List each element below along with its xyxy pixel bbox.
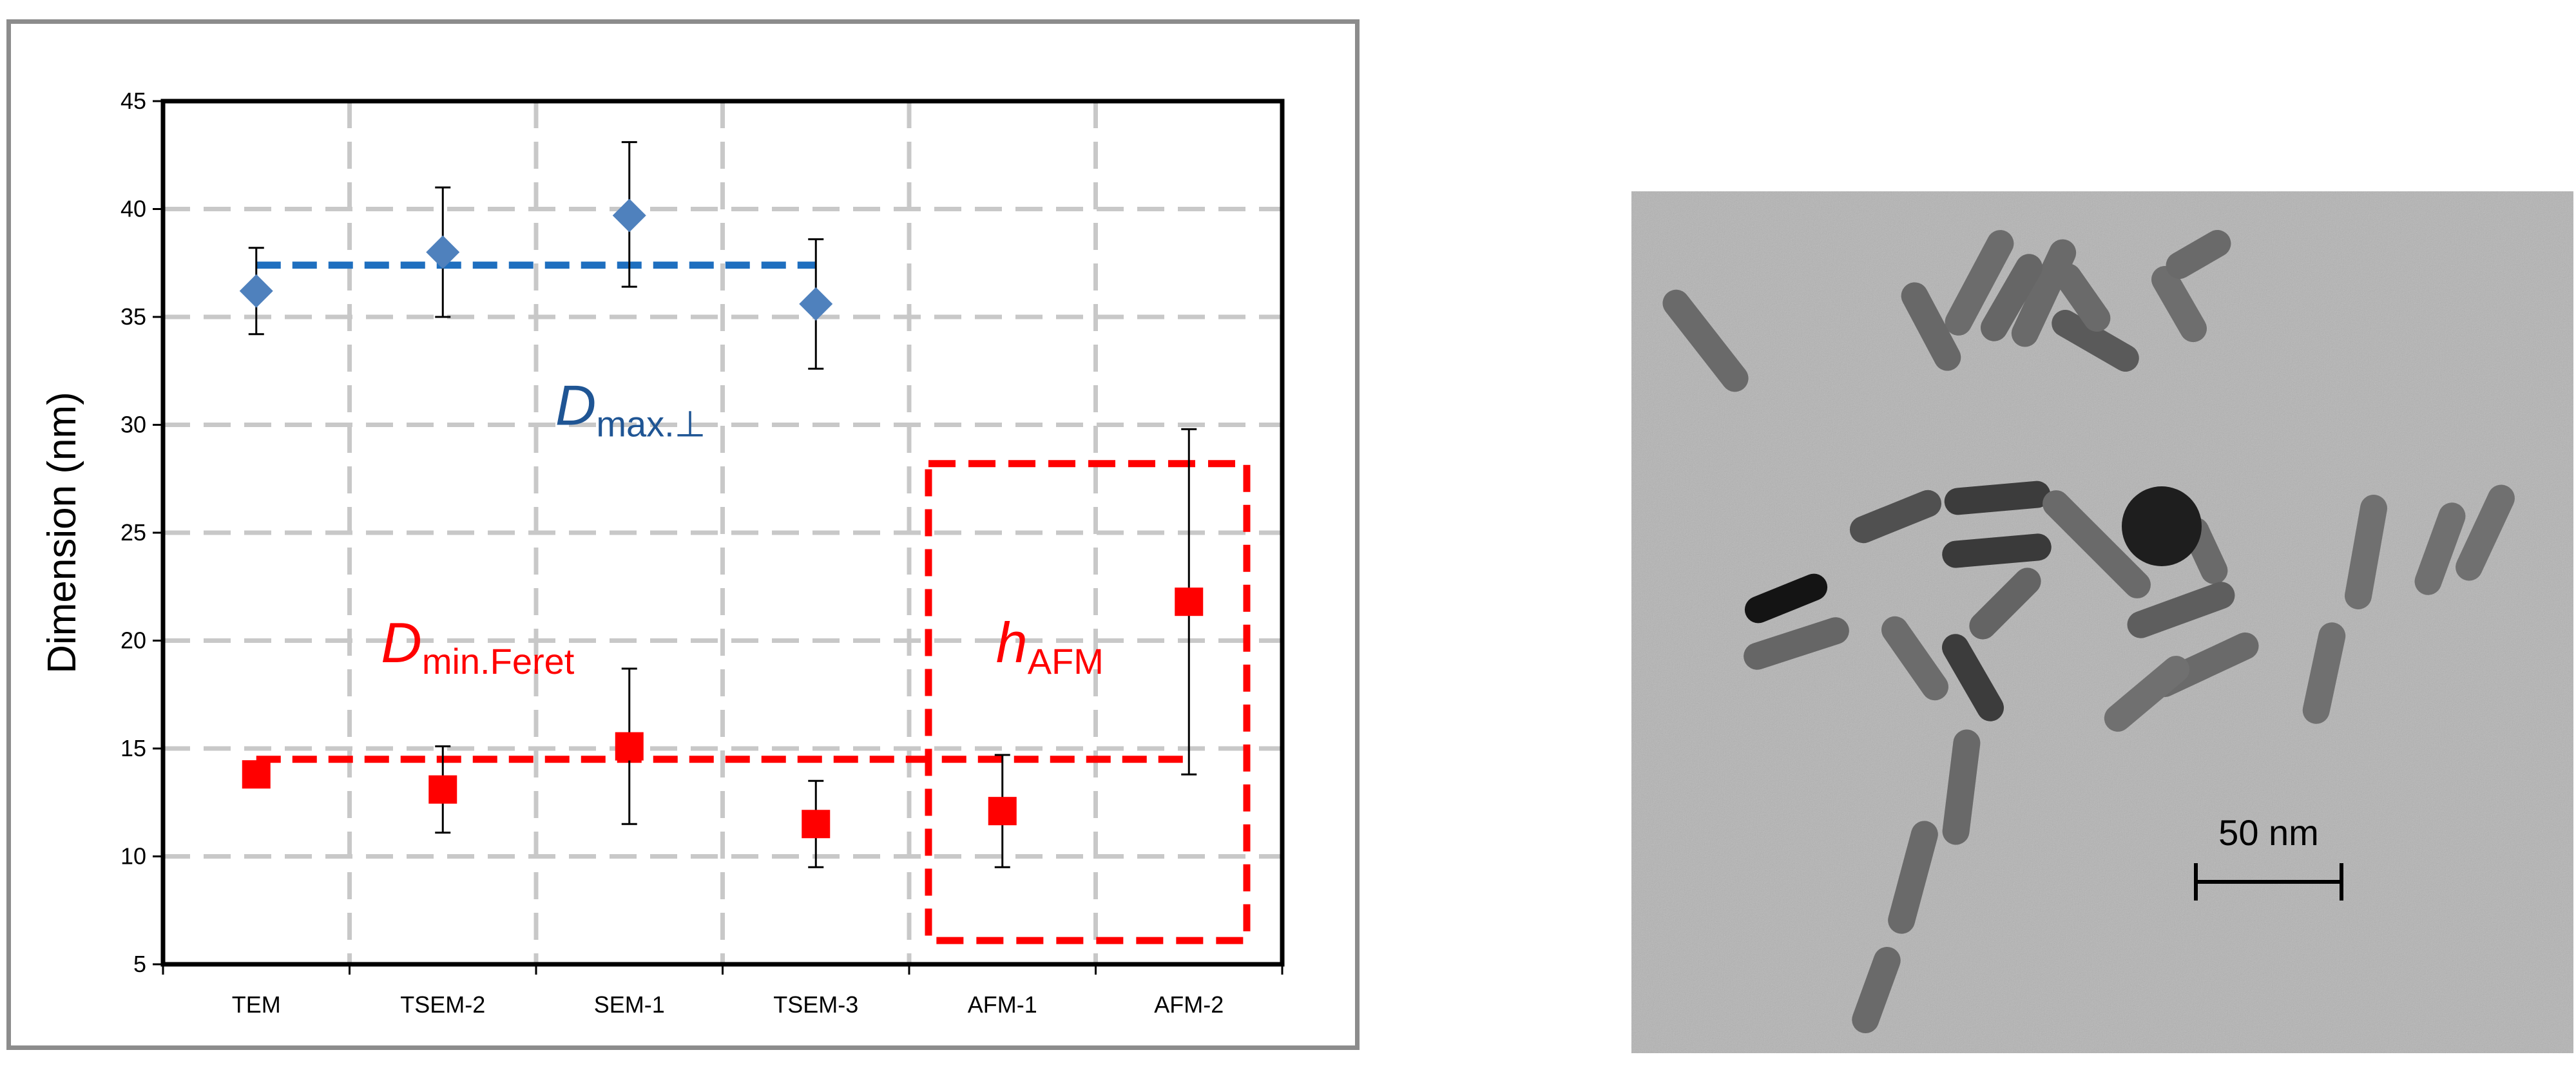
y-tick-label: 30 bbox=[120, 412, 146, 438]
y-tick-label: 40 bbox=[120, 196, 146, 222]
y-tick-label: 10 bbox=[120, 843, 146, 870]
y-tick-label: 20 bbox=[120, 627, 146, 654]
y-tick-label: 5 bbox=[133, 951, 146, 977]
series-annotation: Dmax.⊥ bbox=[555, 374, 706, 444]
nanorod bbox=[2414, 502, 2466, 595]
x-tick-label: AFM-1 bbox=[968, 991, 1037, 1018]
highlight-box-afm bbox=[925, 460, 1251, 944]
nanorod bbox=[1744, 573, 1828, 624]
nanorod bbox=[2456, 484, 2515, 581]
nanorod bbox=[1744, 617, 1849, 670]
nanorod bbox=[2043, 490, 2151, 598]
data-point-square bbox=[802, 810, 831, 839]
series-annotation: Dmin.Feret bbox=[381, 611, 575, 682]
data-point-diamond bbox=[612, 198, 646, 233]
x-tick-label: TEM bbox=[232, 991, 281, 1018]
nanorod bbox=[1662, 289, 1749, 392]
nanorod bbox=[1881, 616, 1948, 701]
tem-micrograph: 50 nm bbox=[1631, 191, 2573, 1053]
nanorod bbox=[2166, 230, 2231, 279]
nanorod bbox=[1944, 481, 2051, 515]
x-tick-label: SEM-1 bbox=[594, 991, 665, 1018]
nanorod bbox=[2302, 622, 2346, 724]
nanorod bbox=[2127, 582, 2235, 638]
data-point-square bbox=[988, 797, 1017, 826]
x-tick-label: AFM-2 bbox=[1154, 991, 1224, 1018]
nanorod bbox=[2104, 656, 2190, 732]
nanorod bbox=[1942, 634, 2004, 721]
y-axis-label: Dimension (nm) bbox=[40, 392, 84, 674]
x-tick-label: TSEM-2 bbox=[400, 991, 485, 1018]
nanorod bbox=[1852, 946, 1901, 1034]
nanosphere bbox=[2122, 486, 2202, 566]
nanorod bbox=[1945, 230, 2014, 336]
scatter-chart: 5 10 15 20 25 30 35 40 45 TEM TSEM-2 SEM-1 TSEM-3 AFM… bbox=[40, 88, 1285, 1018]
y-tick-label: 25 bbox=[120, 519, 146, 546]
tem-micrograph-image: 50 nm bbox=[1631, 191, 2573, 1053]
data-point-diamond bbox=[799, 287, 833, 321]
nanorod bbox=[1888, 821, 1938, 934]
data-point-square bbox=[242, 760, 271, 789]
scale-bar-label: 50 nm bbox=[2218, 812, 2319, 853]
nanorod bbox=[2052, 310, 2139, 372]
nanorod bbox=[1981, 254, 2043, 341]
nanorod bbox=[1901, 282, 1961, 371]
y-tick-label: 45 bbox=[120, 88, 146, 114]
nanorod bbox=[1942, 533, 2052, 568]
y-tick-label: 15 bbox=[120, 735, 146, 761]
nanorod bbox=[2345, 495, 2387, 609]
data-point-square bbox=[1175, 587, 1204, 616]
y-tick-label: 35 bbox=[120, 303, 146, 330]
nanorod bbox=[2054, 263, 2111, 332]
series-annotation: hAFM bbox=[996, 611, 1104, 682]
chart-panel: 5 10 15 20 25 30 35 40 45 TEM TSEM-2 SEM-1 TSEM-3 AFM… bbox=[6, 19, 1360, 1050]
data-point-square bbox=[615, 732, 644, 761]
nanorod bbox=[2151, 265, 2207, 343]
nanorod bbox=[1849, 490, 1942, 544]
data-point-diamond bbox=[239, 274, 273, 308]
x-tick-label: TSEM-3 bbox=[773, 991, 858, 1018]
data-point-square bbox=[428, 775, 457, 804]
data-point-diamond bbox=[426, 235, 460, 269]
nanorod bbox=[1969, 567, 2041, 640]
nanorod bbox=[1942, 729, 1981, 845]
